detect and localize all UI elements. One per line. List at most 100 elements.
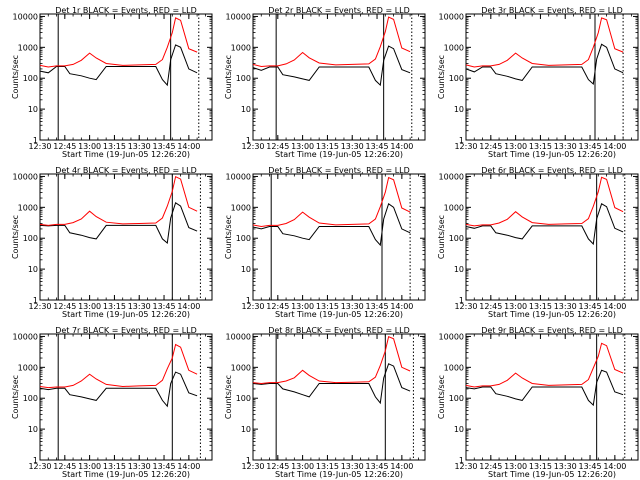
- chart-title: Det 9r BLACK = Events, RED = LLD: [481, 326, 623, 335]
- x-axis-label: Start Time (19-Jun-05 12:26:20): [275, 310, 403, 319]
- y-tick-label: 100: [449, 394, 464, 403]
- series-lld-line: [252, 16, 411, 68]
- x-tick-label: 13:15: [529, 462, 552, 471]
- y-tick-label: 10: [28, 265, 38, 274]
- x-tick-label: 13:00: [504, 302, 527, 311]
- x-tick-label: 12:30: [454, 142, 477, 151]
- x-tick-label: 12:45: [53, 302, 76, 311]
- series-lld-line: [465, 17, 624, 68]
- y-tick-label: 1000: [444, 203, 464, 212]
- chart-title: Det 2r BLACK = Events, RED = LLD: [268, 6, 410, 15]
- x-tick-label: 13:15: [103, 142, 126, 151]
- x-tick-label: 12:30: [28, 302, 51, 311]
- y-tick-label: 1: [459, 456, 464, 465]
- y-tick-label: 10000: [226, 12, 251, 21]
- panel-2: Det 2r BLACK = Events, RED = LLD 1 10 100 10…: [224, 6, 426, 159]
- x-tick-label: 12:45: [266, 302, 289, 311]
- series-events-line: [465, 203, 624, 246]
- x-tick-label: 13:15: [529, 142, 552, 151]
- series-events-line: [252, 45, 411, 87]
- panel-1: Det 1r BLACK = Events, RED = LLD 1 10 100 10…: [11, 6, 213, 159]
- x-tick-label: 13:15: [529, 302, 552, 311]
- series-lld-line: [39, 17, 198, 68]
- x-tick-label: 14:00: [390, 142, 413, 151]
- x-tick-label: 14:00: [603, 142, 626, 151]
- x-tick-label: 13:30: [128, 302, 151, 311]
- y-axis-label: Counts/sec: [224, 215, 233, 259]
- x-tick-label: 13:45: [153, 462, 176, 471]
- x-tick-label: 12:45: [266, 142, 289, 151]
- panel-3: Det 3r BLACK = Events, RED = LLD 1 10 100 10…: [437, 6, 639, 159]
- chart-title: Det 6r BLACK = Events, RED = LLD: [481, 166, 623, 175]
- plot-frame: [39, 333, 213, 461]
- y-tick-label: 10000: [226, 332, 251, 341]
- y-tick-label: 100: [23, 234, 38, 243]
- series-lld-line: [252, 336, 411, 385]
- plot-frame: [39, 13, 213, 141]
- y-axis-label: Counts/sec: [224, 375, 233, 419]
- x-tick-label: 14:00: [177, 142, 200, 151]
- y-tick-label: 100: [236, 394, 251, 403]
- y-tick-label: 10000: [439, 12, 464, 21]
- chart-title: Det 8r BLACK = Events, RED = LLD: [268, 326, 410, 335]
- x-tick-label: 13:00: [78, 462, 101, 471]
- plot-frame: [465, 13, 639, 141]
- x-tick-label: 13:15: [316, 302, 339, 311]
- series-lld-line: [39, 175, 198, 226]
- y-tick-label: 1: [33, 296, 38, 305]
- y-tick-label: 100: [449, 234, 464, 243]
- plot-frame: [39, 173, 213, 301]
- x-tick-label: 13:45: [153, 302, 176, 311]
- panel-6: Det 6r BLACK = Events, RED = LLD 1 10 100 10…: [437, 166, 639, 319]
- x-axis-label: Start Time (19-Jun-05 12:26:20): [275, 470, 403, 479]
- x-tick-label: 13:15: [316, 142, 339, 151]
- series-events-line: [39, 202, 198, 244]
- x-tick-label: 13:45: [579, 302, 602, 311]
- y-tick-label: 1000: [231, 43, 251, 52]
- x-axis-label: Start Time (19-Jun-05 12:26:20): [62, 470, 190, 479]
- y-tick-label: 10: [241, 425, 251, 434]
- y-tick-label: 10000: [13, 12, 38, 21]
- plot-frame: [252, 333, 426, 461]
- series-lld-line: [252, 176, 411, 228]
- x-axis-label: Start Time (19-Jun-05 12:26:20): [488, 150, 616, 159]
- x-tick-label: 14:00: [603, 302, 626, 311]
- y-tick-label: 1000: [18, 363, 38, 372]
- x-tick-label: 13:00: [78, 142, 101, 151]
- series-events-line: [39, 371, 198, 408]
- series-events-line: [465, 369, 624, 407]
- y-tick-label: 100: [236, 234, 251, 243]
- panel-5: Det 5r BLACK = Events, RED = LLD 1 10 100 10…: [224, 166, 426, 319]
- x-tick-label: 13:15: [316, 462, 339, 471]
- x-axis-label: Start Time (19-Jun-05 12:26:20): [275, 150, 403, 159]
- chart-title: Det 7r BLACK = Events, RED = LLD: [55, 326, 197, 335]
- plot-frame: [465, 173, 639, 301]
- y-tick-label: 100: [23, 394, 38, 403]
- chart-title: Det 3r BLACK = Events, RED = LLD: [481, 6, 623, 15]
- x-tick-label: 12:45: [266, 462, 289, 471]
- x-tick-label: 13:45: [366, 302, 389, 311]
- y-axis-label: Counts/sec: [11, 55, 20, 99]
- y-tick-label: 10: [241, 265, 251, 274]
- y-tick-label: 1000: [444, 363, 464, 372]
- y-tick-label: 1000: [18, 43, 38, 52]
- x-tick-label: 13:00: [78, 302, 101, 311]
- chart-title: Det 5r BLACK = Events, RED = LLD: [268, 166, 410, 175]
- x-tick-label: 13:30: [128, 462, 151, 471]
- y-tick-label: 1: [33, 456, 38, 465]
- y-tick-label: 1: [246, 136, 251, 145]
- x-tick-label: 12:45: [53, 142, 76, 151]
- y-tick-label: 10: [454, 105, 464, 114]
- panel-7: Det 7r BLACK = Events, RED = LLD 1 10 100 10…: [11, 326, 213, 479]
- y-tick-label: 10: [241, 105, 251, 114]
- x-tick-label: 12:45: [479, 302, 502, 311]
- x-tick-label: 12:30: [28, 462, 51, 471]
- y-tick-label: 1: [33, 136, 38, 145]
- y-tick-label: 10000: [13, 172, 38, 181]
- y-tick-label: 100: [23, 74, 38, 83]
- plot-frame: [252, 173, 426, 301]
- x-tick-label: 13:45: [366, 462, 389, 471]
- x-tick-label: 12:30: [28, 142, 51, 151]
- series-events-line: [252, 203, 411, 247]
- x-tick-label: 13:45: [579, 142, 602, 151]
